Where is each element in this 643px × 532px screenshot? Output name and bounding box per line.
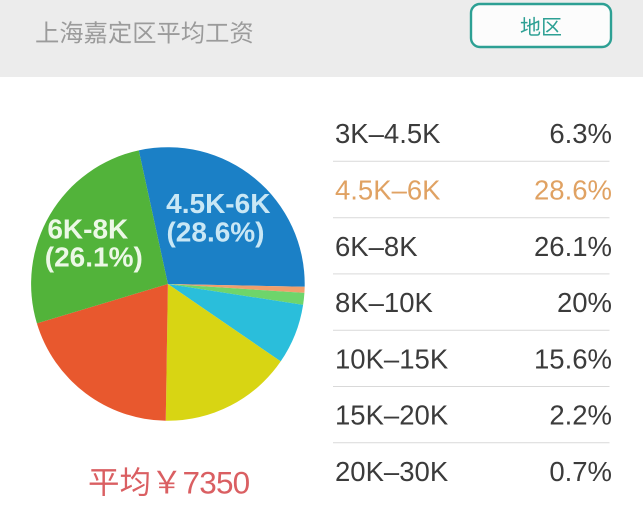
svg-text:0.7%: 0.7% (549, 456, 612, 487)
svg-text:(26.1%): (26.1%) (45, 241, 143, 272)
svg-text:20%: 20% (557, 287, 612, 318)
svg-text:8K–10K: 8K–10K (335, 287, 434, 318)
svg-text:15K–20K: 15K–20K (335, 400, 449, 431)
svg-text:28.6%: 28.6% (534, 175, 612, 206)
svg-text:20K–30K: 20K–30K (335, 456, 449, 487)
svg-text:6.3%: 6.3% (549, 118, 612, 149)
svg-text:3K–4.5K: 3K–4.5K (335, 118, 441, 149)
svg-text:4.5K–6K: 4.5K–6K (335, 175, 441, 206)
svg-text:7350: 7350 (183, 465, 250, 501)
svg-text:4.5K-6K: 4.5K-6K (166, 188, 270, 219)
svg-text:6K-8K: 6K-8K (47, 213, 128, 244)
svg-text:6K–8K: 6K–8K (335, 231, 418, 262)
svg-text:15.6%: 15.6% (534, 343, 612, 374)
svg-text:(28.6%): (28.6%) (166, 217, 264, 248)
svg-text:2.2%: 2.2% (549, 400, 612, 431)
svg-text:26.1%: 26.1% (534, 231, 612, 262)
svg-text:10K–15K: 10K–15K (335, 343, 449, 374)
